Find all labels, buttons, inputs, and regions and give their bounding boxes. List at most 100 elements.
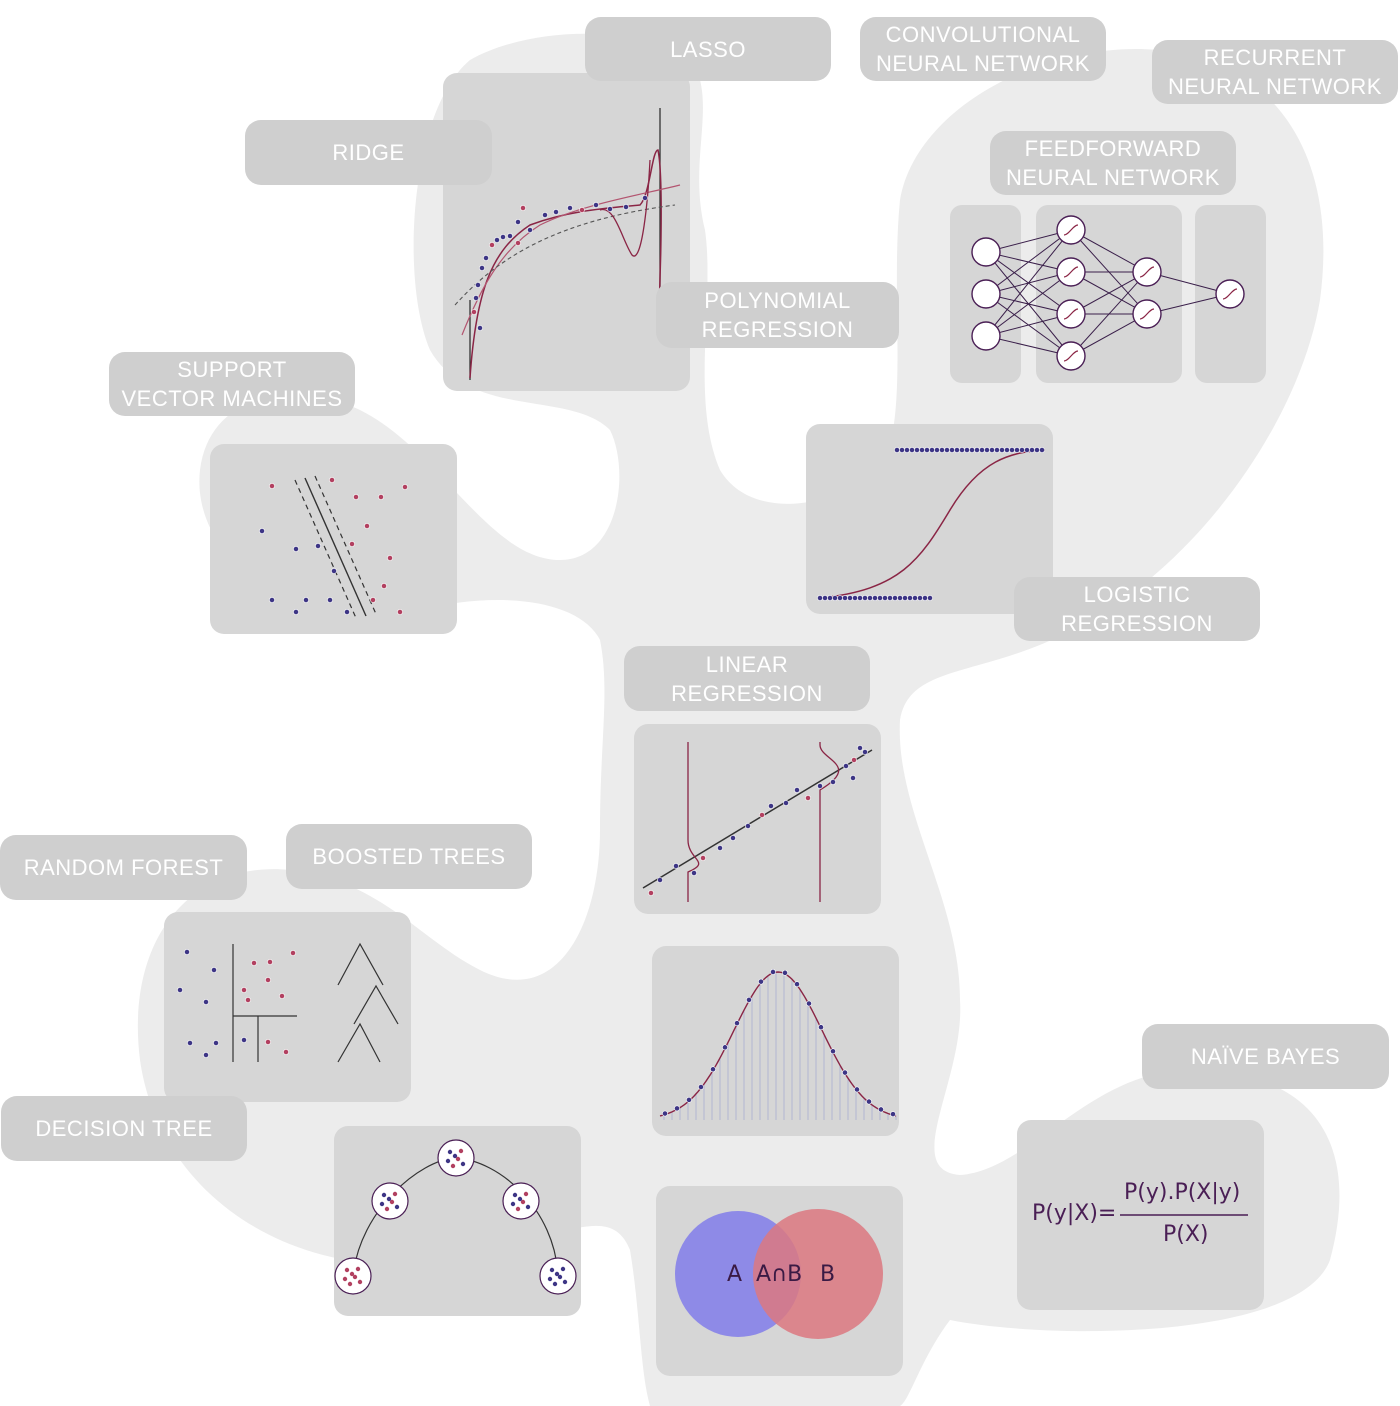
linear-data-point (783, 800, 789, 806)
linear-data-point (745, 823, 751, 829)
node-sample-point (447, 1149, 453, 1155)
linear-data-point (805, 795, 811, 801)
node-sample-point (560, 1266, 566, 1272)
node-sample-point (525, 1204, 531, 1210)
logistic-class-0-point (872, 595, 878, 601)
sample-point (782, 969, 788, 976)
nn-neuron (971, 321, 1001, 351)
node-sample-point (394, 1204, 400, 1210)
linear-data-point (794, 787, 800, 793)
node-sample-point (450, 1163, 456, 1169)
svm-class-b-point (329, 477, 335, 483)
logistic-class-1-point (924, 447, 930, 453)
svm-class-b-point (397, 609, 403, 615)
linear-data-point (648, 890, 654, 896)
sample-point (830, 1048, 836, 1055)
label-convolutional-neural-network: CONVOLUTIONAL NEURAL NETWORK (860, 17, 1106, 81)
nn-connection (985, 271, 1072, 337)
logistic-class-1-point (964, 447, 970, 453)
rf-class-b-point (267, 959, 273, 965)
formula-lhs: P(y|X)= (1032, 1201, 1117, 1226)
svm-class-a-point (259, 528, 265, 534)
logistic-class-1-point (1034, 447, 1040, 453)
sample-point (818, 1024, 824, 1031)
node-sample-point (520, 1199, 526, 1205)
node-sample-point (386, 1196, 392, 1202)
sample-point (722, 1044, 728, 1051)
venn-label-intersection: A∩B (756, 1262, 803, 1287)
logistic-class-0-point (827, 595, 833, 601)
venn-label-b: B (820, 1262, 836, 1287)
poly-data-point (642, 195, 648, 201)
svm-class-a-point (293, 546, 299, 552)
activation-icon (1139, 308, 1155, 320)
node-sample-point (344, 1267, 350, 1273)
venn-circle-b (753, 1209, 883, 1339)
label-ridge: RIDGE (245, 120, 492, 185)
normal-panel (652, 946, 899, 1136)
logistic-class-1-point (1024, 447, 1030, 453)
sigmoid-curve (819, 449, 1046, 599)
rf-class-a-point (211, 967, 217, 973)
linear-data-point (691, 870, 697, 876)
svm-class-a-point (303, 597, 309, 603)
svm-class-a-point (269, 597, 275, 603)
poly-data-point (515, 219, 521, 225)
logistic-class-1-point (914, 447, 920, 453)
node-sample-point (355, 1266, 361, 1272)
logistic-class-1-point (1019, 447, 1025, 453)
logistic-class-0-point (837, 595, 843, 601)
rf-class-a-point (187, 1040, 193, 1046)
logistic-class-1-point (979, 447, 985, 453)
sample-point (734, 1020, 740, 1027)
label-naive-bayes: NAÏVE BAYES (1142, 1024, 1389, 1089)
poly-data-point (623, 204, 629, 210)
node-sample-point (392, 1191, 398, 1197)
rf-class-b-point (241, 987, 247, 993)
decision-tree-plot (334, 1139, 577, 1295)
node-sample-point (549, 1267, 555, 1273)
label-support-vector-machines: SUPPORT VECTOR MACHINES (109, 352, 355, 416)
nn-panel-middle (1036, 205, 1182, 383)
poly-data-point (471, 309, 477, 315)
node-sample-point (523, 1191, 529, 1197)
label-lasso: LASSO (585, 17, 831, 81)
poly-data-point (593, 202, 599, 208)
tree-node (502, 1182, 540, 1220)
linear-data-point (717, 845, 723, 851)
label-polynomial-regression: POLYNOMIAL REGRESSION (656, 282, 899, 348)
svm-class-a-point (315, 543, 321, 549)
logistic-class-0-point (817, 595, 823, 601)
svm-class-a-point (344, 609, 350, 615)
sample-point (806, 1000, 812, 1007)
label-boosted-trees: BOOSTED TREES (286, 824, 532, 889)
logistic-class-0-point (832, 595, 838, 601)
svm-class-b-point (378, 494, 384, 500)
tree-node (539, 1257, 577, 1295)
logistic-class-0-point (842, 595, 848, 601)
activation-icon (1222, 288, 1238, 300)
logistic-class-1-point (904, 447, 910, 453)
nn-neuron (971, 279, 1001, 309)
logistic-class-1-point (974, 447, 980, 453)
logistic-class-1-point (894, 447, 900, 453)
logistic-class-1-point (989, 447, 995, 453)
venn-label-a: A (727, 1262, 743, 1287)
svm-class-a-point (331, 568, 337, 574)
poly-data-point (579, 207, 585, 213)
logistic-panel (806, 424, 1053, 614)
svm-class-a-point (327, 597, 333, 603)
linear-data-point (768, 803, 774, 809)
logistic-class-0-point (822, 595, 828, 601)
rf-class-b-point (251, 960, 257, 966)
polynomial-fit-curve (469, 149, 662, 379)
label-linear-regression: LINEAR REGRESSION (624, 646, 870, 711)
linear-data-point (730, 835, 736, 841)
logistic-class-1-point (954, 447, 960, 453)
svm-class-a-point (293, 609, 299, 615)
tree-node (371, 1182, 409, 1220)
svm-panel (210, 444, 457, 634)
logistic-class-0-point (852, 595, 858, 601)
nn-connection (985, 229, 1072, 337)
sample-point (662, 1110, 668, 1117)
